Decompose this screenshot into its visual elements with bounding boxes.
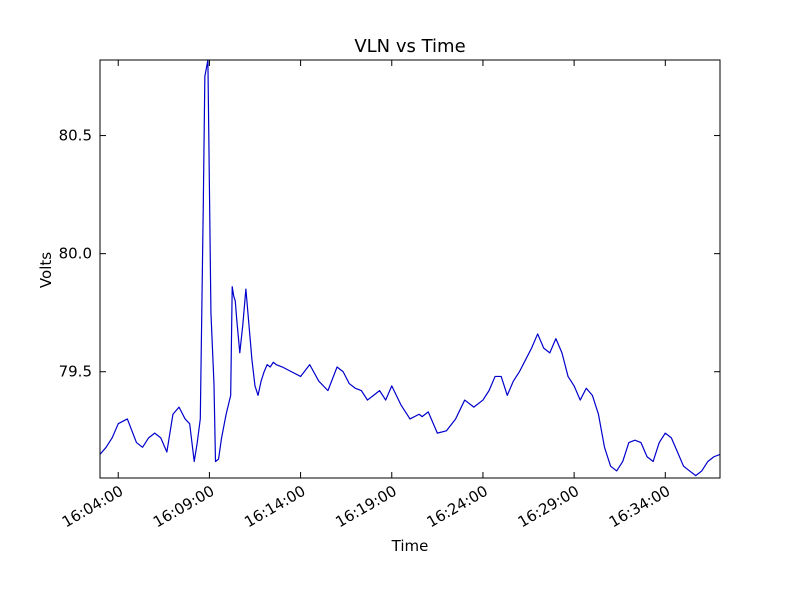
x-tick-label: 16:24:00: [424, 482, 491, 531]
y-tick-label: 80.5: [59, 127, 92, 145]
x-tick-label: 16:14:00: [241, 482, 308, 531]
x-axis-label: Time: [391, 537, 429, 555]
x-axis: 16:04:00 16:09:00 16:14:00 16:19:00 16:24:00…: [59, 60, 673, 531]
y-tick-label: 80.0: [59, 245, 92, 263]
x-tick-label: 16:29:00: [515, 482, 582, 531]
series-line-0: [99, 59, 721, 477]
chart-title: VLN vs Time: [354, 36, 465, 57]
x-tick-label: 16:09:00: [150, 482, 217, 531]
x-tick-label: 16:19:00: [332, 482, 399, 531]
plot-area: [99, 59, 721, 477]
plot-frame: [99, 59, 721, 479]
x-tick-label: 16:04:00: [59, 482, 126, 531]
y-axis: 79.5 80.0 80.5: [59, 127, 720, 381]
y-axis-label: Volts: [37, 252, 55, 288]
x-tick-label: 16:34:00: [606, 482, 673, 531]
y-tick-label: 79.5: [59, 363, 92, 381]
